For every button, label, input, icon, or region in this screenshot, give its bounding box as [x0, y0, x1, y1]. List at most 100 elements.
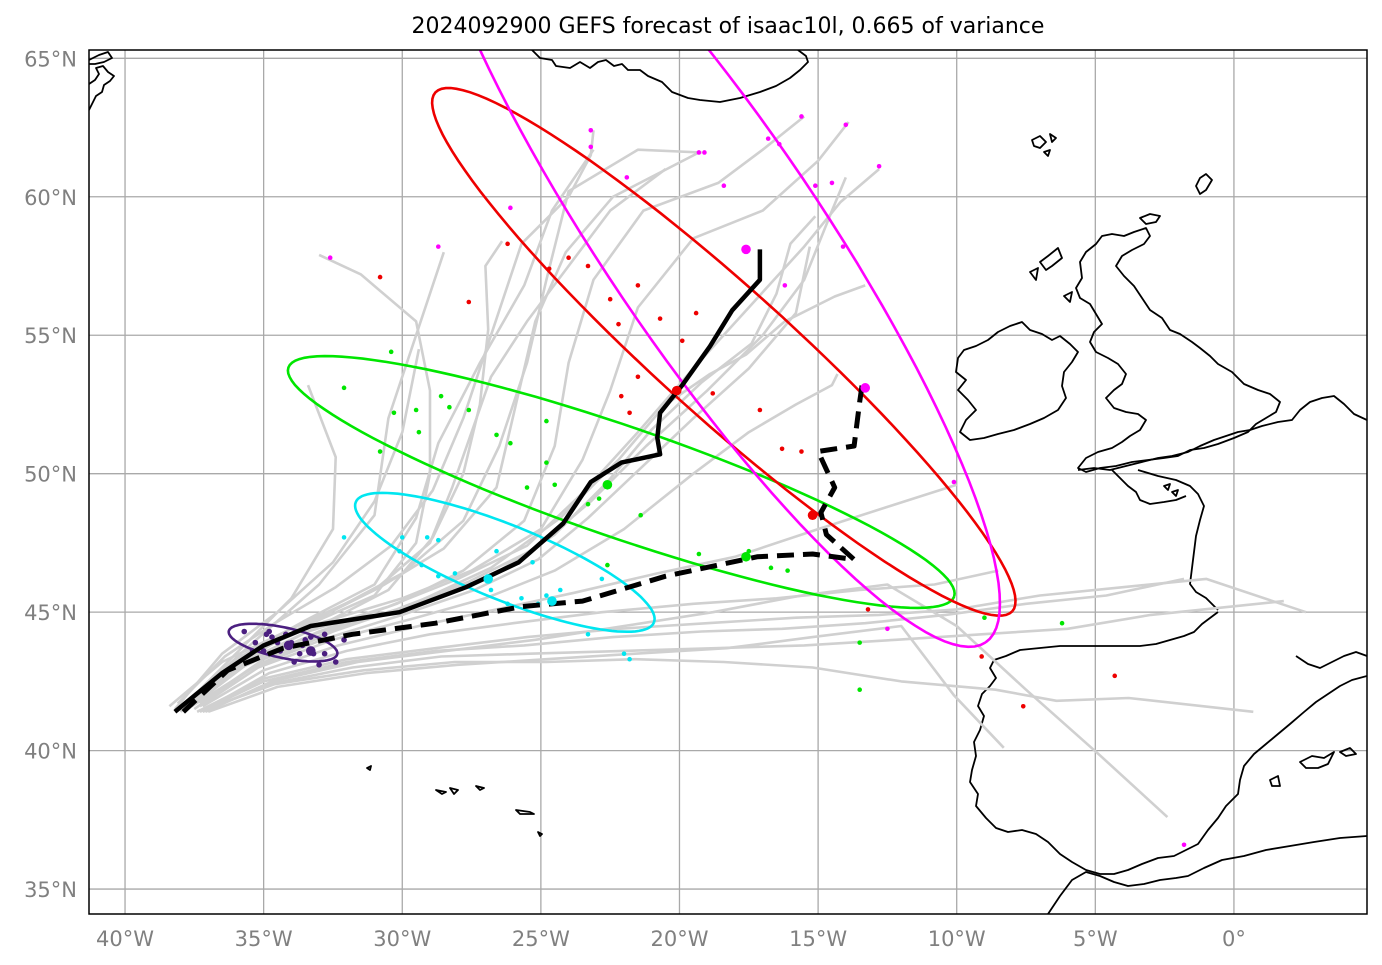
member-position-dot: [596, 496, 602, 501]
member-position-dot: [585, 501, 591, 507]
control-track: [181, 381, 865, 714]
member-track: [204, 583, 1169, 819]
member-position-dot: [566, 255, 571, 260]
member-position-dot: [524, 485, 530, 490]
member-position-dot: [436, 244, 441, 249]
member-position-dot: [552, 482, 558, 488]
day4-track-position: [807, 510, 818, 521]
member-position-dot: [388, 349, 394, 355]
member-position-dot: [436, 537, 441, 543]
latitude-tick-label: 55°N: [24, 324, 77, 348]
member-position-dot: [416, 429, 422, 435]
member-position-dot: [494, 548, 499, 554]
member-position-dot: [829, 180, 835, 186]
member-track: [187, 251, 446, 702]
member-position-dot: [327, 255, 333, 260]
member-position-dot: [424, 535, 430, 540]
day5-track-position: [741, 244, 751, 255]
day3-track-position: [602, 479, 613, 490]
day5-track-position: [860, 383, 871, 393]
member-position-dot: [263, 631, 270, 638]
member-position-dot: [876, 164, 882, 169]
longitude-tick-label: 35°W: [235, 927, 293, 951]
latitude-tick-label: 65°N: [24, 47, 77, 71]
member-position-dot: [710, 391, 716, 396]
member-position-dot: [624, 175, 630, 180]
brittany-coast: [1111, 469, 1187, 505]
member-track: [173, 348, 421, 710]
day1-ellipse: [227, 622, 339, 663]
iberia-coast: [969, 611, 1367, 875]
member-position-dot: [1020, 704, 1026, 709]
member-position-dot: [679, 338, 685, 344]
longitude-tick-label: 5°W: [1073, 927, 1118, 951]
day1-track-position: [305, 646, 316, 656]
member-position-dot: [696, 150, 702, 155]
member-position-dot: [618, 393, 624, 399]
member-position-dot: [779, 446, 785, 452]
day5-ellipse: [478, 50, 1002, 649]
member-position-dot: [979, 654, 984, 659]
member-position-dot: [857, 640, 862, 645]
member-track: [204, 657, 1254, 714]
member-track: [190, 284, 866, 708]
member-position-dot: [638, 512, 643, 518]
longitude-tick-label: 40°W: [96, 927, 154, 951]
member-position-dot: [447, 404, 452, 410]
mediterranean-france: [1295, 651, 1367, 669]
great-britain-coast: [1075, 227, 1281, 473]
france-coast: [1077, 395, 1367, 611]
chart-title: 2024092900 GEFS forecast of isaac10l, 0.…: [412, 14, 1045, 39]
member-track: [196, 577, 1307, 713]
member-position-dot: [316, 661, 322, 668]
member-position-dot: [765, 136, 771, 141]
member-position-dot: [702, 150, 707, 155]
member-position-dot: [399, 535, 405, 540]
mean-and-control-tracks: [173, 244, 871, 714]
member-track: [199, 577, 1185, 713]
member-position-dot: [1059, 620, 1065, 626]
ireland-coast: [955, 321, 1079, 441]
latitude-tick-label: 35°N: [24, 878, 77, 902]
gridlines: [89, 50, 1367, 914]
member-position-dot: [544, 460, 549, 465]
member-track: [207, 624, 1005, 749]
member-position-dot: [627, 410, 632, 416]
day1-track-position: [283, 640, 294, 651]
member-position-dot: [438, 393, 444, 399]
member-position-dot: [865, 607, 871, 612]
member-position-dot: [840, 244, 846, 249]
longitude-tick-label: 15°W: [789, 927, 847, 951]
day2-ellipse: [353, 491, 656, 634]
member-position-dot: [885, 626, 890, 632]
member-position-dot: [757, 407, 763, 413]
longitude-tick-label: 0°: [1222, 927, 1246, 951]
member-position-dot: [693, 310, 699, 316]
member-position-dot: [321, 631, 328, 638]
member-position-dot: [466, 407, 472, 413]
member-position-dot: [585, 263, 591, 269]
day4-ellipse: [430, 86, 1017, 617]
member-position-dot: [530, 560, 535, 565]
latitude-tick-labels: 35°N 40°N 45°N 50°N 55°N 60°N 65°N: [24, 47, 77, 902]
member-position-dot: [269, 634, 275, 640]
member-position-dot: [616, 321, 621, 327]
latitude-tick-label: 60°N: [24, 186, 77, 210]
longitude-tick-label: 20°W: [650, 927, 708, 951]
member-position-dot: [413, 407, 419, 413]
member-position-dot: [252, 639, 259, 646]
member-position-dot: [605, 562, 610, 568]
member-position-dot: [813, 183, 818, 188]
member-position-dot: [377, 449, 383, 454]
day3-ellipse: [286, 354, 956, 610]
plot-frame: [88, 49, 1368, 915]
member-position-dot: [843, 122, 849, 128]
member-position-dot: [341, 535, 347, 540]
member-track: [204, 569, 999, 711]
member-position-dot: [544, 418, 549, 424]
member-position-dot: [657, 316, 663, 321]
faroe-islands: [1031, 133, 1057, 157]
member-position-dot: [799, 449, 804, 454]
longitude-tick-label: 25°W: [512, 927, 570, 951]
member-position-dot: [785, 568, 790, 573]
